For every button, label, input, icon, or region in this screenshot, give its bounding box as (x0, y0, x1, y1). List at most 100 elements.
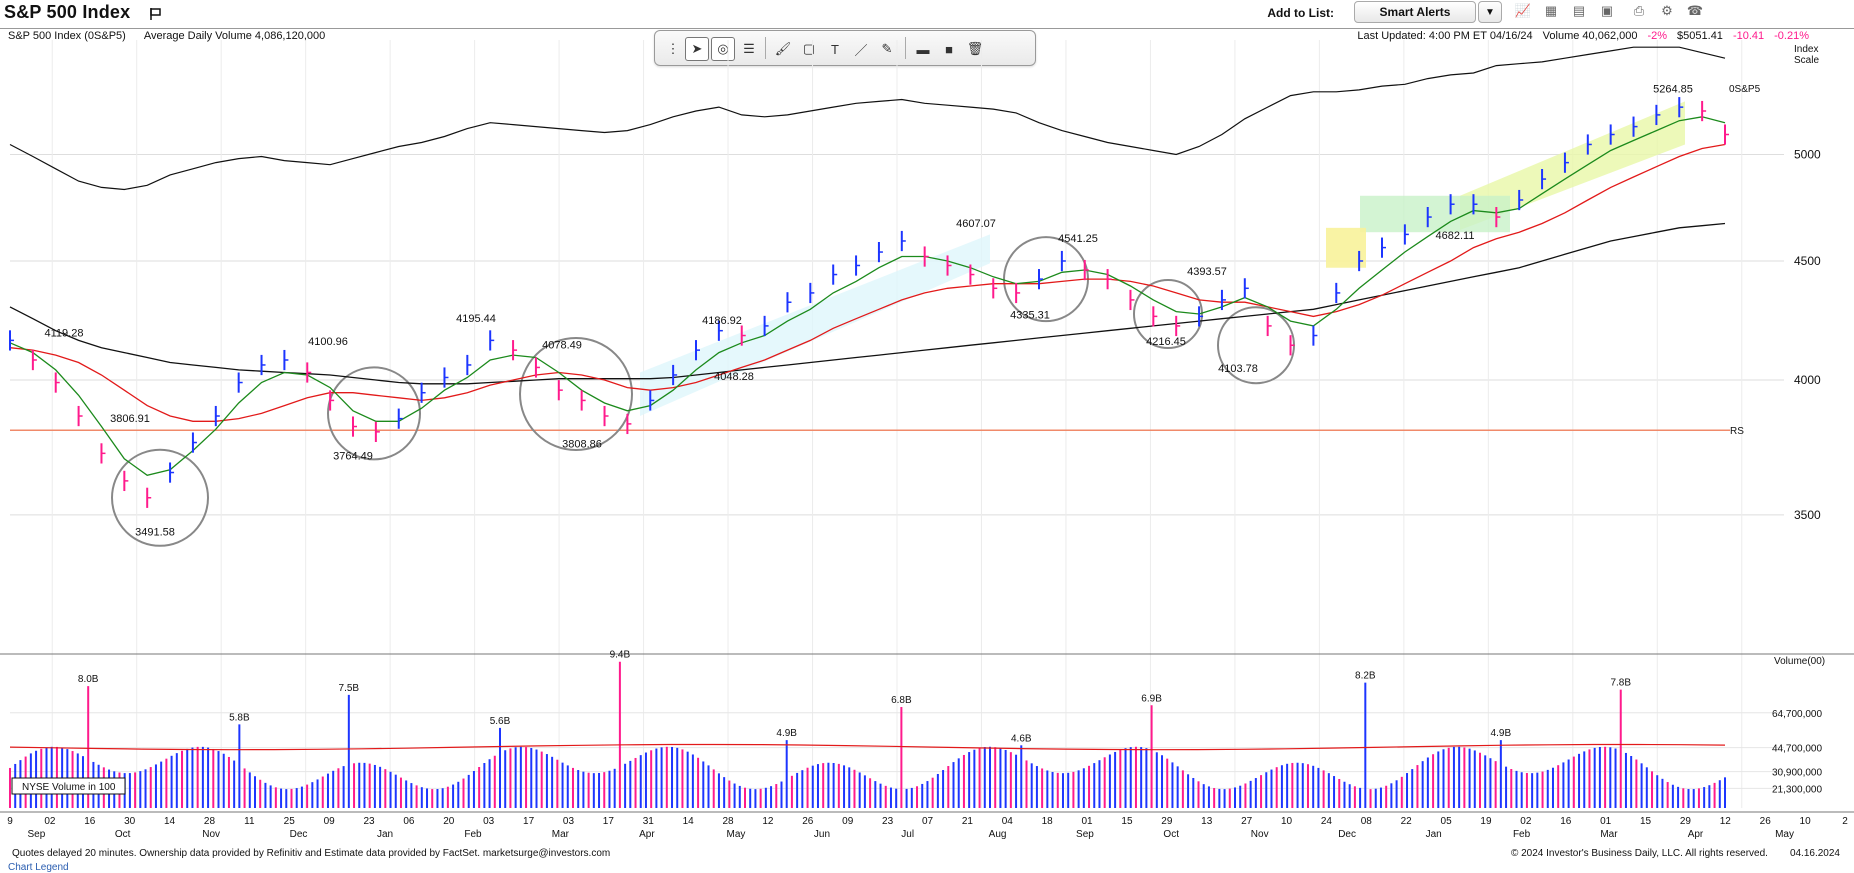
color-swatch-icon[interactable]: ■ (945, 41, 953, 57)
x-month-label: Feb (464, 829, 482, 840)
x-tick-label: 07 (922, 816, 934, 827)
x-month-label: Dec (1338, 829, 1356, 840)
x-tick-label: 16 (84, 816, 96, 827)
volume-peak-label: 4.9B (1491, 728, 1512, 739)
y-tick-label: 4000 (1794, 373, 1821, 387)
price-annotation: 4119.28 (45, 327, 84, 339)
volume-peak-label: 7.8B (1610, 678, 1631, 689)
x-month-label: Apr (639, 829, 655, 840)
volume-peak-label: 9.4B (610, 650, 631, 661)
pattern-circle (519, 336, 633, 451)
volume-y-tick-label: 64,700,000 (1772, 709, 1822, 720)
x-tick-label: 25 (284, 816, 296, 827)
pattern-circle (111, 448, 209, 547)
picture-icon[interactable]: ▣ (1600, 3, 1614, 18)
print-icon[interactable]: ⎙ (1633, 3, 1645, 18)
x-month-label: Jun (814, 829, 830, 840)
phone-icon[interactable]: ☎ (1686, 3, 1704, 18)
pattern-circle (1133, 278, 1203, 349)
price-annotation: 4048.28 (714, 371, 754, 383)
volume-title: Volume(00) (1774, 656, 1825, 667)
x-month-label: Nov (202, 829, 220, 840)
volume-peak-label: 7.5B (339, 683, 360, 694)
footer-date: 04.16.2024 (1789, 848, 1840, 859)
x-tick-label: 16 (1560, 816, 1572, 827)
chart-info-right: Last Updated: 4:00 PM ET 04/16/24 Volume… (1357, 30, 1809, 42)
x-month-label: Mar (1600, 829, 1618, 840)
price-annotation: 4195.44 (456, 313, 496, 325)
x-tick-label: 03 (483, 816, 495, 827)
x-tick-label: 21 (962, 816, 974, 827)
x-tick-label: 28 (204, 816, 216, 827)
x-month-label: Oct (115, 829, 131, 840)
layout-icon[interactable]: ▤ (1572, 3, 1586, 18)
footer-right: © 2024 Investor's Business Daily, LLC. A… (1511, 848, 1840, 859)
x-tick-label: 18 (1042, 816, 1054, 827)
text-icon[interactable]: T (831, 41, 839, 57)
x-tick-label: 01 (1082, 816, 1094, 827)
price-annotation: 3808.86 (562, 438, 602, 450)
ma10-line (9, 116, 1726, 477)
x-month-label: Sep (1076, 829, 1094, 840)
chart-legend-link[interactable]: Chart Legend (8, 862, 69, 873)
volume-peak-label: 8.0B (78, 674, 99, 685)
hide-icon[interactable]: ◎ (711, 37, 735, 61)
volume-average-line (9, 743, 1726, 751)
volume-label: Volume 40,062,000 (1542, 30, 1638, 42)
index-scale-label: Scale (1794, 55, 1819, 66)
x-tick-label: 02 (44, 816, 56, 827)
x-month-label: Sep (27, 829, 45, 840)
price-annotation: 4103.78 (1218, 363, 1258, 375)
volume-legend-text: NYSE Volume in 100 (22, 782, 116, 793)
x-month-label: Aug (989, 829, 1007, 840)
x-tick-label: 27 (1241, 816, 1253, 827)
x-month-label: May (1775, 829, 1794, 840)
pen-icon[interactable]: ✎ (881, 41, 893, 56)
x-month-label: Jan (1426, 829, 1442, 840)
x-tick-label: 15 (1640, 816, 1652, 827)
change-pct-label: -0.21% (1774, 30, 1809, 42)
flag-icon[interactable] (148, 7, 162, 21)
paint-icon[interactable]: 🖌 (774, 41, 792, 56)
toolbar-divider (905, 37, 906, 59)
volume-peak-label: 5.8B (229, 712, 250, 723)
price-annotation: 4393.57 (1187, 266, 1227, 278)
x-tick-label: 12 (1720, 816, 1732, 827)
trash-icon[interactable]: 🗑 (966, 41, 984, 56)
x-tick-label: 08 (1361, 816, 1373, 827)
pointer-icon[interactable]: ➤ (685, 37, 709, 61)
price-annotation: 4216.45 (1146, 336, 1186, 348)
list-icon[interactable]: ☰ (743, 41, 755, 56)
drawing-toolbar: ⋮ ➤ ◎ ☰ 🖌 ▢ T ／ ✎ ▬ ■ 🗑 (654, 30, 1036, 66)
index-scale-label: Index (1794, 44, 1818, 55)
x-tick-label: 14 (683, 816, 695, 827)
add-to-list-label: Add to List: (1267, 6, 1334, 20)
x-tick-label: 26 (802, 816, 814, 827)
price-annotation: 3806.91 (110, 413, 150, 425)
y-tick-label: 4500 (1794, 254, 1821, 268)
grip-icon[interactable]: ⋮ (666, 41, 680, 56)
chart-icon[interactable]: 📈 (1514, 3, 1532, 18)
x-tick-label: 23 (882, 816, 894, 827)
line-tool-icon[interactable]: ／ (854, 42, 868, 58)
smart-alerts-label: Smart Alerts (1379, 5, 1451, 19)
x-tick-label: 23 (363, 816, 375, 827)
x-tick-label: 29 (1680, 816, 1692, 827)
trend-channel (1460, 101, 1685, 231)
line-weight-icon[interactable]: ▬ (916, 41, 930, 57)
smart-alerts-dropdown[interactable]: Smart Alerts (1354, 1, 1476, 23)
price-annotation: 4078.49 (542, 339, 582, 351)
grid-icon[interactable]: ▦ (1544, 3, 1558, 18)
last-updated-label: Last Updated: 4:00 PM ET 04/16/24 (1357, 30, 1533, 42)
x-tick-label: 12 (762, 816, 774, 827)
chevron-down-icon[interactable]: ▼ (1478, 1, 1502, 23)
settings-icon[interactable]: ⚙ (1661, 3, 1673, 18)
x-tick-label: 04 (1002, 816, 1014, 827)
footer-left: Quotes delayed 20 minutes. Ownership dat… (12, 848, 611, 859)
volume-y-tick-label: 44,700,000 (1772, 744, 1822, 755)
x-tick-label: 22 (1401, 816, 1413, 827)
symbol-label: S&P 500 Index (0S&P5) (8, 30, 126, 42)
price-annotation: 4607.07 (956, 218, 996, 230)
